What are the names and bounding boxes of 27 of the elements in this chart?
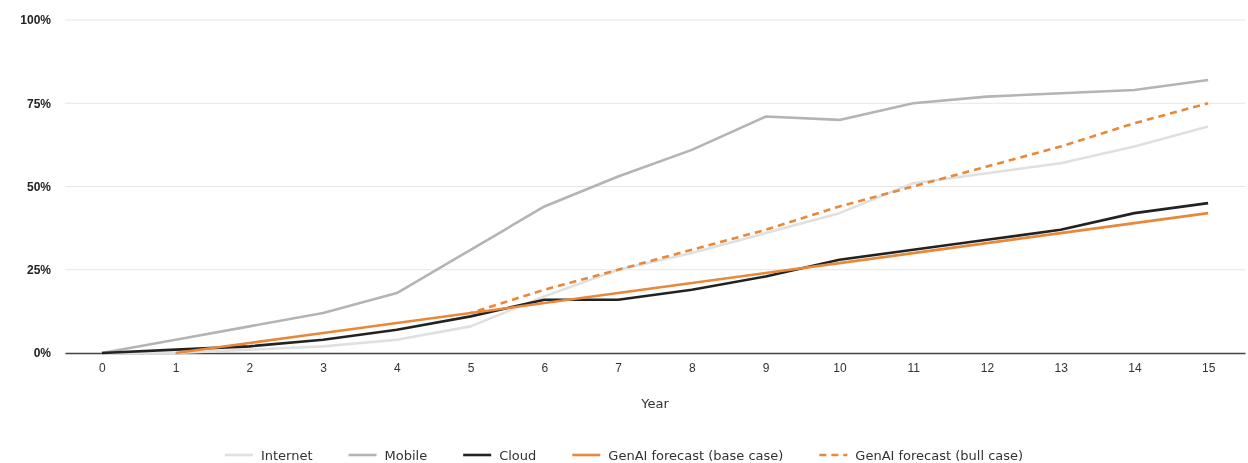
x-tick-label: 10 [833, 360, 847, 375]
x-tick-label: 7 [615, 360, 623, 375]
x-tick-label: 12 [980, 360, 995, 375]
x-tick-label: 5 [467, 360, 475, 375]
y-tick-label: 0% [33, 346, 52, 361]
legend-label: Cloud [499, 448, 537, 463]
legend-label: Mobile [384, 448, 428, 463]
x-tick-label: 13 [1054, 360, 1069, 375]
x-axis-title: Year [640, 396, 670, 411]
x-tick-label: 14 [1128, 360, 1142, 375]
y-tick-label: 100% [20, 13, 52, 28]
legend-label: Internet [260, 448, 313, 463]
legend-label: GenAI forecast (bull case) [855, 448, 1024, 463]
x-tick-label: 2 [246, 360, 254, 375]
x-tick-label: 1 [172, 360, 180, 375]
x-tick-label: 6 [541, 360, 549, 375]
x-tick-label: 15 [1201, 360, 1216, 375]
y-tick-label: 50% [26, 179, 52, 194]
x-tick-label: 0 [99, 360, 107, 375]
legend-label: GenAI forecast (base case) [608, 448, 784, 463]
y-tick-label: 75% [26, 96, 52, 111]
x-tick-label: 4 [394, 360, 402, 375]
x-tick-label: 8 [689, 360, 697, 375]
x-tick-label: 9 [762, 360, 770, 375]
x-tick-label: 3 [320, 360, 328, 375]
x-tick-label: 11 [907, 360, 921, 375]
y-tick-label: 25% [26, 263, 52, 278]
